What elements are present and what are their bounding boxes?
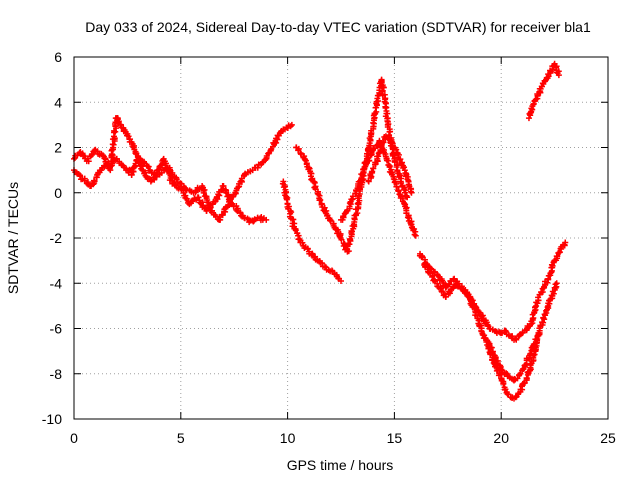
data-point (318, 260, 325, 267)
data-points (71, 60, 569, 402)
data-point (536, 330, 543, 337)
data-point (112, 128, 119, 135)
data-point (395, 188, 402, 195)
data-point (465, 293, 472, 300)
data-point (299, 239, 306, 246)
data-point (554, 253, 561, 260)
y-tick-label: 4 (54, 94, 62, 110)
data-point (387, 128, 394, 135)
y-tick-label: -8 (50, 366, 63, 382)
data-point (344, 246, 351, 253)
x-tick-label: 5 (177, 430, 185, 446)
data-point (553, 280, 560, 287)
y-tick-label: 2 (54, 140, 62, 156)
data-point (327, 217, 334, 224)
data-point (517, 370, 524, 377)
axis-ticks: 0 5 10 15 20 25 -10 -8 -6 -4 -2 0 2 4 6 (42, 49, 616, 446)
data-point (125, 169, 132, 176)
data-point (438, 288, 445, 295)
data-point (77, 173, 84, 180)
data-point (434, 272, 441, 279)
data-point (317, 197, 324, 204)
y-tick-label: 6 (54, 49, 62, 65)
data-point (195, 194, 202, 201)
data-point (379, 145, 386, 152)
data-point (147, 178, 154, 185)
data-point (212, 212, 219, 219)
x-tick-label: 25 (600, 430, 616, 446)
data-point (533, 336, 540, 343)
data-point (109, 141, 116, 148)
data-point (401, 164, 408, 171)
data-point (90, 177, 97, 184)
data-point (357, 178, 364, 185)
data-point (338, 277, 344, 284)
chart-title: Day 033 of 2024, Sidereal Day-to-day VTE… (85, 19, 591, 35)
y-tick-label: -4 (50, 275, 63, 291)
data-point (263, 216, 270, 223)
data-point (500, 380, 507, 387)
data-point (442, 293, 449, 300)
data-point (549, 262, 556, 269)
data-point (520, 380, 527, 387)
data-point (397, 156, 404, 163)
data-point (224, 193, 231, 200)
y-axis-label: SDTVAR / TECUs (5, 182, 21, 294)
y-tick-label: -10 (42, 411, 62, 427)
data-point (349, 193, 356, 200)
y-tick-label: -2 (50, 230, 63, 246)
data-point (552, 281, 559, 288)
data-point (298, 151, 305, 158)
data-point (201, 186, 208, 193)
data-point (288, 121, 295, 128)
data-point (369, 168, 376, 175)
x-tick-label: 0 (70, 430, 78, 446)
data-point (354, 210, 361, 217)
x-tick-label: 10 (280, 430, 296, 446)
data-point (338, 236, 345, 243)
data-point (88, 151, 95, 158)
data-point (380, 84, 387, 91)
data-point (544, 279, 551, 286)
data-point (445, 281, 452, 288)
x-axis-label: GPS time / hours (287, 457, 394, 473)
data-point (85, 158, 92, 165)
data-point (207, 204, 214, 211)
data-point (200, 189, 207, 196)
data-point (361, 165, 368, 172)
data-point (408, 189, 415, 196)
data-point (393, 183, 400, 190)
data-point (522, 361, 529, 368)
data-point (382, 104, 389, 111)
data-point (562, 239, 569, 246)
data-point (555, 72, 562, 79)
y-tick-label: 0 (54, 185, 62, 201)
y-tick-label: -6 (50, 321, 63, 337)
data-point (380, 139, 387, 146)
data-point (354, 200, 361, 207)
data-point (523, 374, 530, 381)
data-point (219, 212, 226, 219)
data-point (411, 231, 418, 238)
data-point (321, 263, 328, 270)
data-point (370, 165, 377, 172)
data-point (404, 194, 411, 201)
x-tick-label: 15 (387, 430, 403, 446)
data-point (412, 232, 419, 239)
x-tick-label: 20 (493, 430, 509, 446)
